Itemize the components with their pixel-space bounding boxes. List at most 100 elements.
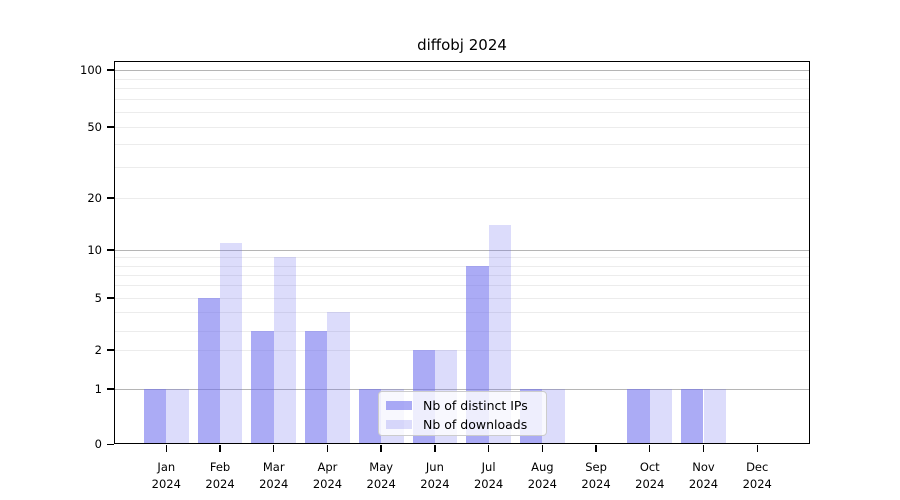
y-tick-label-50: 50 bbox=[87, 119, 102, 134]
x-tick-mark-jan bbox=[165, 445, 167, 452]
year-label: 2024 bbox=[420, 476, 450, 491]
y-tick-mark-20 bbox=[106, 197, 114, 199]
y-tick-mark-100 bbox=[106, 69, 114, 71]
bar-nb-of-downloads-aug bbox=[542, 389, 565, 445]
gridline-y-7 bbox=[114, 275, 810, 276]
x-tick-mark-sep bbox=[595, 445, 597, 452]
legend-item-nb-of-distinct-ips: Nb of distinct IPs bbox=[386, 396, 546, 415]
x-tick-mark-apr bbox=[326, 445, 329, 452]
month-label: Dec bbox=[746, 460, 769, 474]
year-label: 2024 bbox=[635, 476, 665, 491]
year-label: 2024 bbox=[742, 476, 772, 491]
gridline-y-90 bbox=[114, 79, 810, 80]
bar-nb-of-distinct-ips-apr bbox=[305, 331, 328, 445]
year-label: 2024 bbox=[205, 476, 235, 491]
x-tick-label-jul: Jul 2024 bbox=[458, 459, 520, 492]
bar-nb-of-downloads-mar bbox=[273, 257, 297, 445]
legend-swatch-nb-of-distinct-ips bbox=[386, 401, 412, 410]
x-tick-label-jan: Jan 2024 bbox=[135, 459, 197, 492]
x-tick-mark-dec bbox=[756, 445, 758, 452]
y-tick-mark-1 bbox=[106, 388, 114, 390]
gridline-y-3 bbox=[114, 331, 810, 332]
y-tick-mark-10 bbox=[106, 249, 114, 251]
x-tick-label-feb: Feb 2024 bbox=[189, 459, 251, 492]
y-tick-mark-5 bbox=[106, 297, 114, 299]
legend-swatch-nb-of-downloads bbox=[386, 420, 412, 429]
year-label: 2024 bbox=[688, 476, 719, 491]
month-label: Jul bbox=[481, 460, 496, 474]
gridline-y-5 bbox=[114, 298, 810, 299]
bar-nb-of-downloads-feb bbox=[220, 242, 243, 445]
year-label: 2024 bbox=[259, 476, 289, 491]
legend-label-nb-of-distinct-ips: Nb of distinct IPs bbox=[423, 398, 528, 413]
bar-nb-of-distinct-ips-feb bbox=[197, 298, 220, 445]
x-tick-mark-aug bbox=[541, 445, 544, 452]
gridline-y-4 bbox=[114, 312, 810, 313]
gridline-y-9 bbox=[114, 257, 810, 258]
x-tick-label-sep: Sep 2024 bbox=[565, 459, 627, 492]
x-tick-mark-nov bbox=[702, 445, 705, 452]
x-tick-mark-feb bbox=[219, 445, 221, 452]
x-tick-mark-jul bbox=[487, 445, 490, 452]
x-tick-label-may: May 2024 bbox=[350, 459, 412, 492]
gridline-y-70 bbox=[114, 99, 810, 100]
y-tick-label-2: 2 bbox=[94, 342, 102, 357]
x-tick-label-apr: Apr 2024 bbox=[296, 459, 358, 492]
x-tick-mark-may bbox=[380, 445, 382, 452]
gridline-y-50 bbox=[114, 127, 810, 128]
x-tick-label-oct: Oct 2024 bbox=[619, 459, 681, 492]
month-label: Feb bbox=[209, 460, 231, 474]
bar-nb-of-downloads-jan bbox=[166, 389, 189, 445]
x-tick-mark-jun bbox=[434, 445, 436, 452]
year-label: 2024 bbox=[527, 476, 557, 491]
x-tick-label-aug: Aug 2024 bbox=[511, 459, 573, 492]
month-label: Oct bbox=[639, 460, 660, 474]
gridline-major-y-10 bbox=[114, 250, 810, 251]
month-label: Nov bbox=[692, 460, 715, 474]
month-label: Sep bbox=[585, 460, 607, 474]
y-tick-label-10: 10 bbox=[87, 242, 102, 257]
y-tick-mark-50 bbox=[106, 126, 114, 128]
bar-nb-of-downloads-oct bbox=[649, 389, 673, 445]
y-tick-label-1: 1 bbox=[94, 381, 102, 396]
year-label: 2024 bbox=[473, 476, 504, 491]
x-tick-label-jun: Jun 2024 bbox=[404, 459, 466, 492]
plot-area bbox=[114, 61, 810, 445]
bar-nb-of-downloads-apr bbox=[327, 312, 350, 445]
legend-item-nb-of-downloads: Nb of downloads bbox=[386, 415, 546, 434]
x-tick-label-dec: Dec 2024 bbox=[726, 459, 788, 492]
y-tick-label-20: 20 bbox=[87, 190, 102, 205]
month-label: Apr bbox=[317, 460, 338, 474]
y-tick-label-100: 100 bbox=[80, 62, 102, 77]
year-label: 2024 bbox=[151, 476, 181, 491]
gridline-y-20 bbox=[114, 198, 810, 199]
bar-nb-of-distinct-ips-jan bbox=[143, 389, 167, 445]
year-label: 2024 bbox=[312, 476, 343, 491]
x-tick-label-mar: Mar 2024 bbox=[243, 459, 305, 492]
bar-nb-of-distinct-ips-oct bbox=[627, 389, 650, 445]
gridline-major-y-1 bbox=[114, 389, 810, 390]
month-label: Jan bbox=[157, 460, 176, 474]
month-label: Jun bbox=[425, 460, 444, 474]
gridline-y-8 bbox=[114, 266, 810, 267]
gridline-y-30 bbox=[114, 167, 810, 168]
y-tick-label-5: 5 bbox=[94, 290, 102, 305]
x-tick-mark-oct bbox=[649, 445, 651, 452]
gridline-y-60 bbox=[114, 112, 810, 113]
gridline-y-6 bbox=[114, 285, 810, 286]
bar-nb-of-distinct-ips-nov bbox=[681, 389, 704, 445]
gridline-y-2 bbox=[114, 350, 810, 351]
gridline-y-40 bbox=[114, 144, 810, 145]
month-label: Mar bbox=[262, 460, 285, 474]
gridline-major-y-100 bbox=[114, 70, 810, 71]
bar-nb-of-distinct-ips-may bbox=[358, 389, 382, 445]
y-tick-label-0: 0 bbox=[94, 436, 102, 451]
month-label: May bbox=[369, 460, 394, 474]
bar-nb-of-distinct-ips-mar bbox=[251, 331, 274, 445]
bar-nb-of-downloads-nov bbox=[703, 389, 726, 445]
x-tick-mark-mar bbox=[273, 445, 275, 452]
year-label: 2024 bbox=[581, 476, 611, 491]
gridline-y-80 bbox=[114, 88, 810, 89]
legend: Nb of distinct IPs Nb of downloads bbox=[378, 391, 547, 436]
x-tick-label-nov: Nov 2024 bbox=[673, 459, 735, 492]
